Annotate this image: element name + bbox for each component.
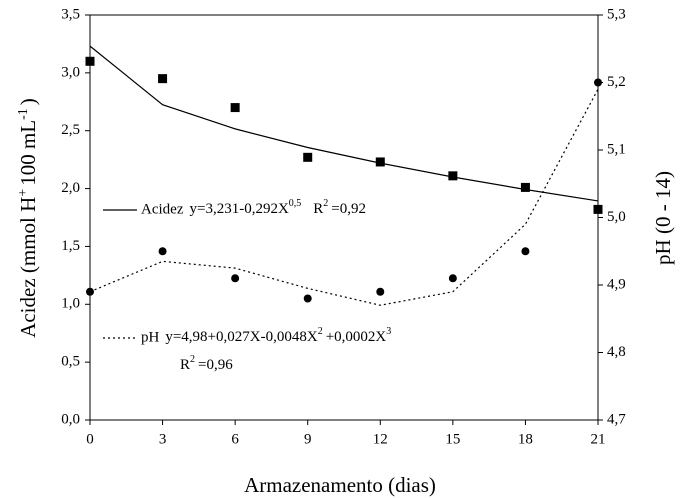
y2-tick-label: 5,0 bbox=[607, 209, 626, 225]
y2-tick-label: 4,9 bbox=[607, 276, 626, 292]
text-run: ) bbox=[16, 98, 40, 105]
y-tick-label: 3,5 bbox=[61, 6, 80, 22]
superscript: 2 bbox=[323, 198, 328, 209]
x-tick-label: 18 bbox=[518, 431, 533, 447]
y2-tick-label: 5,1 bbox=[607, 141, 626, 157]
text-run: y=3,231-0,292X bbox=[189, 201, 288, 217]
text-run: =0,96 bbox=[198, 357, 233, 373]
rich-text: R2 =0,96 bbox=[180, 354, 233, 373]
square-marker bbox=[448, 171, 458, 181]
legend-label: Acidez bbox=[141, 201, 184, 217]
text-run: +0,0002X bbox=[326, 329, 387, 345]
rich-text: y=3,231-0,292X0,5 R2 =0,92 bbox=[189, 198, 366, 217]
superscript: 2 bbox=[318, 326, 323, 337]
square-marker bbox=[303, 152, 313, 162]
y-tick-label: 1,5 bbox=[61, 238, 80, 254]
text-run: R bbox=[180, 357, 190, 373]
superscript: 3 bbox=[386, 326, 391, 337]
x-tick-label: 12 bbox=[373, 431, 388, 447]
y2-axis-label: pH (0 - 14) bbox=[651, 171, 675, 265]
fit-line bbox=[89, 88, 599, 306]
text-run: 100 mL bbox=[16, 120, 40, 186]
square-marker bbox=[520, 182, 530, 192]
circle-marker bbox=[376, 287, 385, 296]
x-axis-label: Armazenamento (dias) bbox=[244, 473, 436, 497]
y-tick-label: 3,0 bbox=[61, 64, 80, 80]
circle-marker bbox=[158, 247, 167, 256]
y2-tick-label: 5,2 bbox=[607, 74, 626, 90]
x-tick-label: 21 bbox=[591, 431, 606, 447]
x-tick-label: 9 bbox=[304, 431, 312, 447]
y-tick-label: 0,5 bbox=[61, 354, 80, 370]
rich-text: y=4,98+0,027X-0,0048X2 +0,0002X3 bbox=[165, 326, 391, 345]
x-tick-label: 6 bbox=[231, 431, 239, 447]
y2-tick-label: 5,3 bbox=[607, 6, 626, 22]
y2-tick-label: 4,7 bbox=[607, 411, 626, 427]
circle-marker bbox=[86, 287, 94, 296]
square-marker bbox=[593, 204, 603, 214]
text-run: y=4,98+0,027X-0,0048X bbox=[165, 329, 317, 345]
circle-marker bbox=[448, 274, 457, 283]
text-run: =0,92 bbox=[331, 201, 366, 217]
circle-marker bbox=[594, 78, 602, 87]
y-tick-label: 2,0 bbox=[61, 180, 80, 196]
square-marker bbox=[230, 103, 240, 113]
circle-marker bbox=[231, 274, 240, 283]
text-run: R bbox=[313, 201, 323, 217]
superscript: -1 bbox=[16, 108, 31, 120]
circle-marker bbox=[303, 294, 312, 303]
square-marker bbox=[375, 157, 385, 167]
text-run: Acidez (mmol H bbox=[16, 197, 40, 338]
x-tick-label: 15 bbox=[445, 431, 460, 447]
x-tick-label: 0 bbox=[86, 431, 94, 447]
superscript: 2 bbox=[190, 354, 195, 365]
y-tick-label: 0,0 bbox=[61, 411, 80, 427]
superscript: 0,5 bbox=[289, 198, 302, 209]
rich-text: Acidez (mmol H+100 mL-1) bbox=[16, 98, 40, 338]
y-tick-label: 2,5 bbox=[61, 122, 80, 138]
legend-label: pH bbox=[141, 329, 160, 345]
fit-line bbox=[89, 45, 599, 202]
y2-tick-label: 4,8 bbox=[607, 344, 626, 360]
y-tick-label: 1,0 bbox=[61, 296, 80, 312]
superscript: + bbox=[16, 189, 31, 197]
x-tick-label: 3 bbox=[159, 431, 167, 447]
square-marker bbox=[158, 74, 168, 84]
circle-marker bbox=[521, 247, 530, 256]
square-marker bbox=[85, 56, 95, 66]
